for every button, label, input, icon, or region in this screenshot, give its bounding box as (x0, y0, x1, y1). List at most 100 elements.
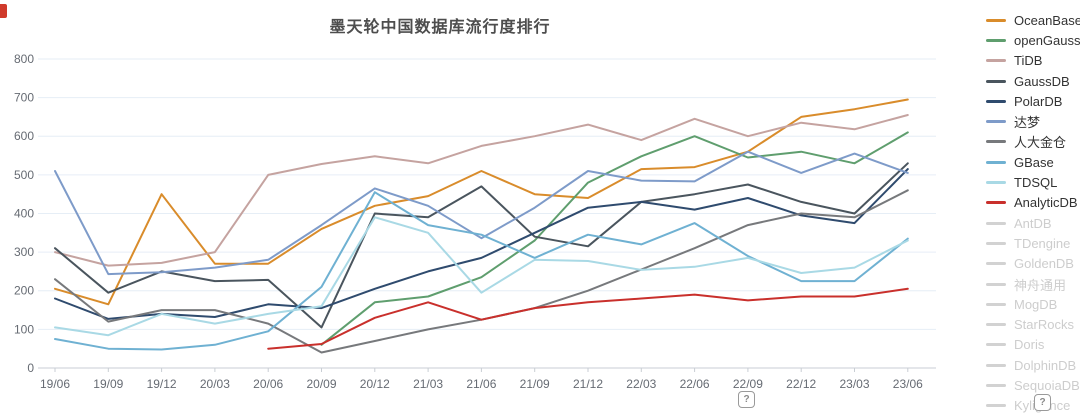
series-line-OceanBase (54, 98, 909, 306)
legend-item-MogDB[interactable]: MogDB (986, 294, 1080, 314)
x-axis-label: 22/09 (733, 377, 763, 391)
legend-label: TDSQL (1014, 175, 1058, 191)
legend-swatch (986, 59, 1006, 63)
legend-label: PolarDB (1014, 93, 1063, 109)
x-axis-label: 22/12 (786, 377, 816, 391)
y-axis-label: 600 (14, 129, 34, 143)
legend-swatch (986, 79, 1006, 83)
x-axis-label: 19/09 (93, 377, 123, 391)
legend-item-达梦[interactable]: 达梦 (986, 111, 1080, 131)
legend-label: TDengine (1014, 235, 1071, 251)
legend-swatch (986, 221, 1006, 225)
legend-swatch (986, 181, 1006, 185)
y-axis-label: 300 (14, 245, 34, 259)
legend-item-GBase[interactable]: GBase (986, 152, 1080, 172)
legend-item-OceanBase[interactable]: OceanBase (986, 10, 1080, 30)
x-axis-label: 23/03 (839, 377, 869, 391)
legend-label: MogDB (1014, 296, 1058, 312)
series-line-PolarDB (54, 168, 909, 320)
series-line-GBase (54, 191, 909, 351)
legend-item-AnalyticDB[interactable]: AnalyticDB (986, 193, 1080, 213)
legend-item-GoldenDB[interactable]: GoldenDB (986, 254, 1080, 274)
legend-swatch (986, 282, 1006, 286)
legend-label: openGauss (1014, 32, 1080, 48)
legend-swatch (986, 404, 1006, 408)
legend-item-DolphinDB[interactable]: DolphinDB (986, 355, 1080, 375)
legend-label: 达梦 (1014, 115, 1041, 131)
x-axis-label: 21/09 (520, 377, 550, 391)
series-line-GaussDB (54, 162, 909, 329)
series-line-openGauss (320, 131, 909, 346)
legend-label: GBase (1014, 154, 1054, 170)
y-axis-label: 400 (14, 206, 34, 220)
x-axis-label: 23/06 (893, 377, 923, 391)
legend-label: Doris (1014, 337, 1045, 353)
legend-item-AntDB[interactable]: AntDB (986, 213, 1080, 233)
help-icon[interactable]: ? (1034, 394, 1051, 411)
legend-swatch (986, 99, 1006, 103)
legend-item-Kyligence[interactable]: Kyligence (986, 396, 1080, 414)
corner-mark (0, 4, 7, 18)
x-axis-label: 20/06 (253, 377, 283, 391)
legend-swatch (986, 120, 1006, 124)
x-axis-label: 20/03 (200, 377, 230, 391)
y-axis-label: 800 (14, 52, 34, 66)
legend-label: TiDB (1014, 53, 1043, 69)
legend-label: 神舟通用 (1014, 277, 1067, 293)
legend-label: GoldenDB (1014, 256, 1074, 272)
legend-swatch (986, 140, 1006, 144)
legend-swatch (986, 363, 1006, 367)
y-axis-label: 500 (14, 168, 34, 182)
legend-label: AnalyticDB (1014, 195, 1078, 211)
x-axis-label: 22/03 (626, 377, 656, 391)
legend-swatch (986, 38, 1006, 42)
y-axis-label: 700 (14, 91, 34, 105)
y-axis-label: 100 (14, 322, 34, 336)
y-axis-label: 0 (27, 361, 34, 375)
legend-swatch (986, 323, 1006, 327)
legend-label: AntDB (1014, 215, 1052, 231)
legend-item-神舟通用[interactable]: 神舟通用 (986, 274, 1080, 294)
x-axis-label: 19/06 (40, 377, 70, 391)
chart-legend: OceanBase openGauss TiDB GaussDB PolarDB 达梦人大… (986, 10, 1080, 414)
legend-label: DolphinDB (1014, 357, 1077, 373)
legend-item-SequoiaDB[interactable]: SequoiaDB (986, 375, 1080, 395)
x-axis-label: 20/09 (306, 377, 336, 391)
legend-label: OceanBase (1014, 12, 1080, 28)
legend-item-GaussDB[interactable]: GaussDB (986, 71, 1080, 91)
legend-item-TDSQL[interactable]: TDSQL (986, 172, 1080, 192)
legend-swatch (986, 383, 1006, 387)
legend-item-人大金仓[interactable]: 人大金仓 (986, 132, 1080, 152)
x-axis-label: 21/12 (573, 377, 603, 391)
chart-title: 墨天轮中国数据库流行度排行 (329, 19, 551, 36)
legend-swatch (986, 241, 1006, 245)
y-axis-label: 200 (14, 284, 34, 298)
legend-item-openGauss[interactable]: openGauss (986, 30, 1080, 50)
legend-label: GaussDB (1014, 73, 1070, 89)
help-icon[interactable]: ? (738, 391, 755, 408)
x-axis-label: 21/06 (466, 377, 496, 391)
x-axis-label: 19/12 (147, 377, 177, 391)
x-axis-label: 20/12 (360, 377, 390, 391)
series-line-TiDB (54, 114, 909, 267)
legend-item-Doris[interactable]: Doris (986, 335, 1080, 355)
series-line-达梦 (54, 150, 909, 276)
legend-item-TiDB[interactable]: TiDB (986, 51, 1080, 71)
legend-swatch (986, 201, 1006, 205)
legend-swatch (986, 160, 1006, 164)
legend-label: 人大金仓 (1014, 135, 1067, 151)
legend-item-StarRocks[interactable]: StarRocks (986, 314, 1080, 334)
legend-swatch (986, 262, 1006, 266)
legend-swatch (986, 343, 1006, 347)
legend-label: StarRocks (1014, 317, 1074, 333)
legend-label: SequoiaDB (1014, 377, 1080, 393)
series-line-AnalyticDB (267, 287, 909, 350)
legend-item-TDengine[interactable]: TDengine (986, 233, 1080, 253)
legend-swatch (986, 18, 1006, 22)
series-line-TDSQL (54, 216, 909, 337)
x-axis-label: 22/06 (680, 377, 710, 391)
x-axis-label: 21/03 (413, 377, 443, 391)
legend-item-PolarDB[interactable]: PolarDB (986, 91, 1080, 111)
